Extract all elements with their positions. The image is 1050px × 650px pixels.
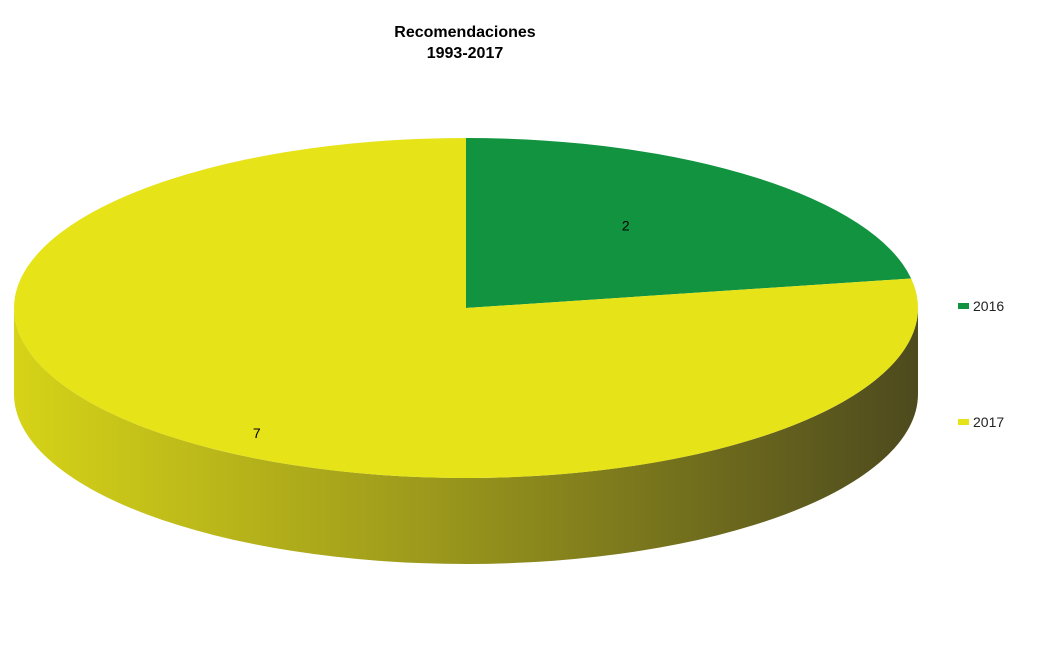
legend-label-2017: 2017 bbox=[973, 414, 1005, 430]
legend-item-2016: 2016 bbox=[958, 296, 1004, 316]
pie-side-wall bbox=[14, 308, 918, 564]
pie-side-2017 bbox=[14, 308, 918, 564]
legend-item-2017: 2017 bbox=[958, 412, 1004, 432]
pie-slice-2017 bbox=[13, 138, 919, 478]
chart-subtitle-line: 1993-2017 bbox=[426, 45, 504, 62]
chart-title: Recomendaciones 1993-2017 bbox=[380, 22, 550, 64]
legend-swatch-2017 bbox=[958, 419, 969, 425]
data-label-2017: 7 bbox=[253, 425, 261, 441]
chart-title-line: Recomendaciones bbox=[394, 24, 536, 41]
legend-label-2016: 2016 bbox=[973, 298, 1005, 314]
pie-top-faces bbox=[13, 138, 919, 478]
legend: 2016 2017 bbox=[958, 296, 1004, 432]
data-label-2016: 2 bbox=[622, 217, 630, 233]
legend-swatch-2016 bbox=[958, 303, 969, 309]
pie-slice-2016 bbox=[466, 138, 912, 308]
pie-data-labels: 27 bbox=[253, 217, 630, 440]
